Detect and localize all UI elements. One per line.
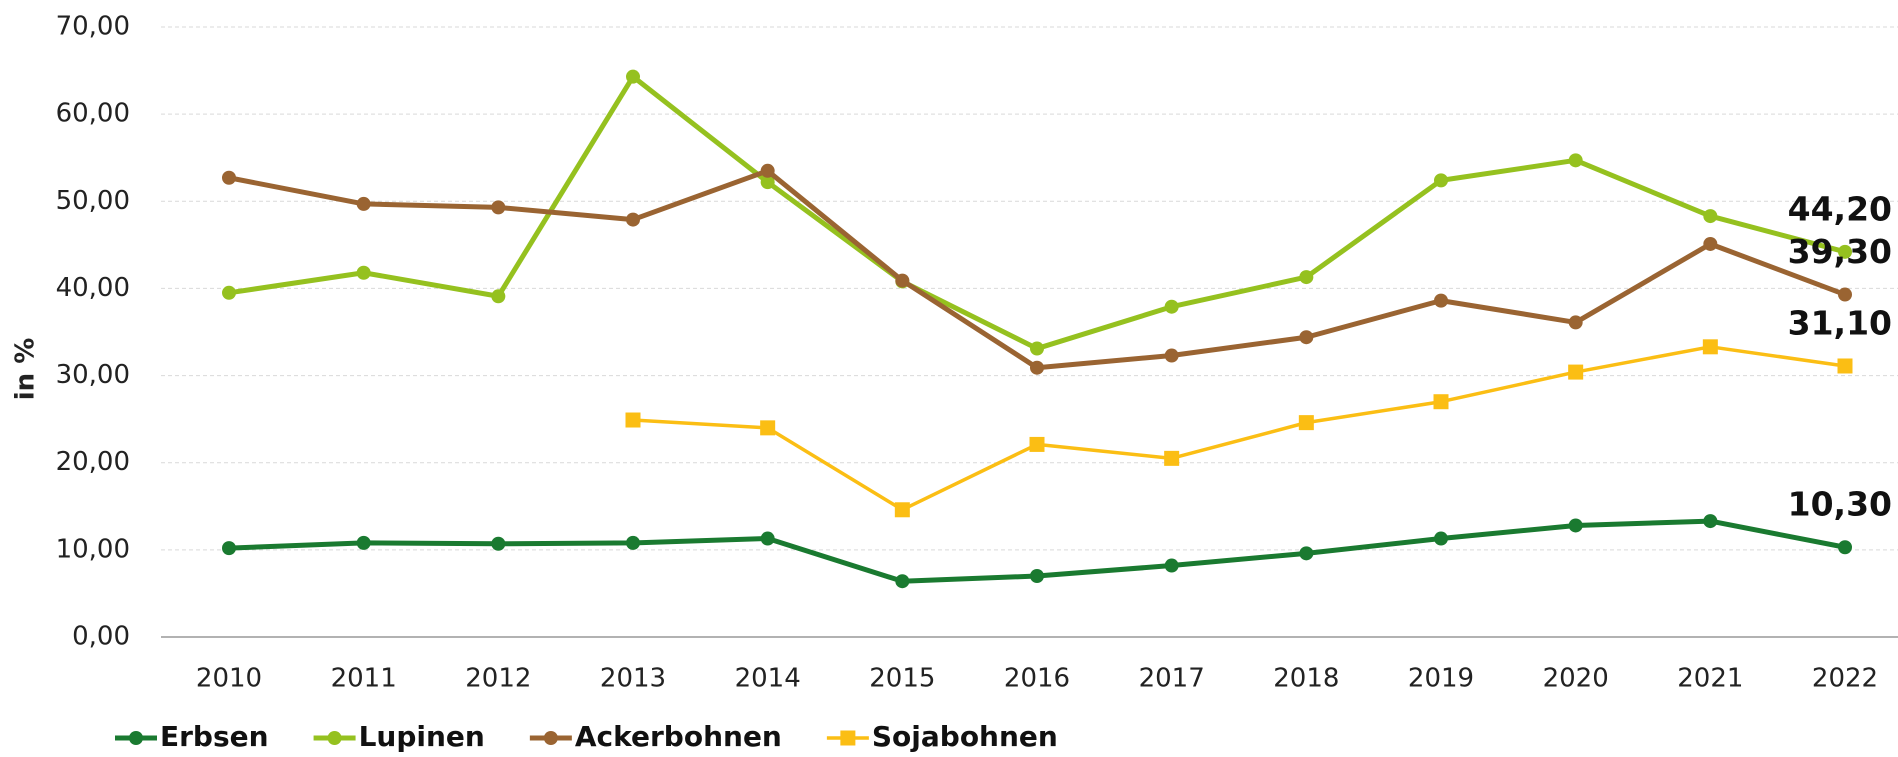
x-tick-label: 2014 bbox=[735, 664, 801, 694]
legend-label: Lupinen bbox=[359, 720, 485, 753]
marker bbox=[222, 285, 236, 300]
x-tick-label: 2011 bbox=[331, 664, 397, 694]
marker bbox=[895, 574, 910, 589]
x-tick-label: 2015 bbox=[869, 664, 935, 694]
marker bbox=[894, 502, 910, 518]
marker bbox=[1838, 244, 1852, 259]
x-tick-label: 2013 bbox=[600, 664, 666, 694]
marker bbox=[626, 535, 640, 550]
marker bbox=[222, 170, 236, 185]
x-tick-label: 2019 bbox=[1408, 664, 1474, 694]
marker bbox=[1568, 153, 1583, 168]
marker bbox=[1568, 518, 1583, 533]
marker bbox=[626, 69, 640, 84]
marker bbox=[1164, 348, 1179, 363]
series-line bbox=[632, 345, 1846, 512]
legend-marker bbox=[543, 731, 558, 745]
legend-marker bbox=[840, 730, 856, 746]
legend-label: Ackerbohnen bbox=[575, 720, 782, 753]
marker bbox=[356, 196, 371, 211]
marker bbox=[626, 212, 640, 227]
marker bbox=[1164, 558, 1179, 573]
marker bbox=[491, 289, 506, 304]
marker bbox=[1030, 341, 1044, 356]
marker bbox=[1299, 270, 1314, 285]
marker bbox=[1433, 394, 1449, 410]
x-tick-label: 2012 bbox=[465, 664, 531, 694]
y-tick-label: 10,00 bbox=[56, 534, 130, 564]
marker bbox=[895, 273, 910, 288]
series-line bbox=[228, 168, 1846, 371]
y-tick-label: 30,00 bbox=[56, 360, 130, 390]
marker bbox=[1299, 330, 1314, 345]
marker bbox=[1838, 540, 1852, 555]
marker bbox=[356, 265, 371, 280]
marker bbox=[1164, 299, 1179, 314]
marker bbox=[1030, 360, 1044, 375]
marker bbox=[1299, 546, 1314, 561]
marker bbox=[1568, 315, 1583, 330]
data-label: 10,30 bbox=[1788, 485, 1892, 524]
x-tick-label: 2017 bbox=[1139, 664, 1205, 694]
legend-marker bbox=[327, 731, 342, 745]
marker bbox=[1298, 415, 1314, 431]
marker bbox=[1702, 339, 1718, 355]
marker bbox=[1838, 287, 1852, 302]
marker bbox=[1703, 514, 1718, 529]
x-tick-label: 2020 bbox=[1543, 664, 1609, 694]
y-axis-title: in % bbox=[11, 338, 41, 401]
marker bbox=[760, 175, 775, 190]
marker bbox=[491, 200, 506, 215]
marker bbox=[1703, 209, 1718, 224]
marker bbox=[1568, 364, 1584, 380]
y-tick-label: 70,00 bbox=[56, 12, 130, 42]
marker bbox=[1164, 450, 1180, 466]
marker bbox=[760, 531, 775, 546]
x-tick-label: 2022 bbox=[1812, 664, 1878, 694]
marker bbox=[1703, 236, 1718, 251]
y-tick-label: 20,00 bbox=[56, 447, 130, 477]
marker bbox=[1434, 173, 1448, 188]
legend-label: Sojabohnen bbox=[872, 720, 1058, 753]
data-label: 44,20 bbox=[1788, 189, 1892, 228]
marker bbox=[1030, 569, 1044, 583]
legend-marker bbox=[129, 731, 143, 745]
y-tick-label: 0,00 bbox=[72, 622, 130, 652]
x-tick-label: 2016 bbox=[1004, 664, 1070, 694]
y-tick-label: 60,00 bbox=[56, 99, 130, 129]
legend-label: Erbsen bbox=[160, 720, 269, 753]
y-tick-label: 50,00 bbox=[56, 186, 130, 216]
marker bbox=[1434, 531, 1448, 546]
marker bbox=[1837, 358, 1853, 374]
x-tick-label: 2021 bbox=[1677, 664, 1743, 694]
x-tick-label: 2018 bbox=[1273, 664, 1339, 694]
marker bbox=[760, 163, 775, 178]
data-label: 39,30 bbox=[1788, 232, 1892, 271]
marker bbox=[625, 412, 641, 428]
marker bbox=[760, 420, 776, 436]
y-tick-label: 40,00 bbox=[56, 273, 130, 303]
data-label: 31,10 bbox=[1788, 303, 1892, 342]
marker bbox=[222, 541, 236, 556]
marker bbox=[1029, 436, 1045, 452]
marker bbox=[356, 535, 371, 550]
x-tick-label: 2010 bbox=[196, 664, 262, 694]
marker bbox=[491, 536, 506, 551]
marker bbox=[1434, 293, 1448, 308]
